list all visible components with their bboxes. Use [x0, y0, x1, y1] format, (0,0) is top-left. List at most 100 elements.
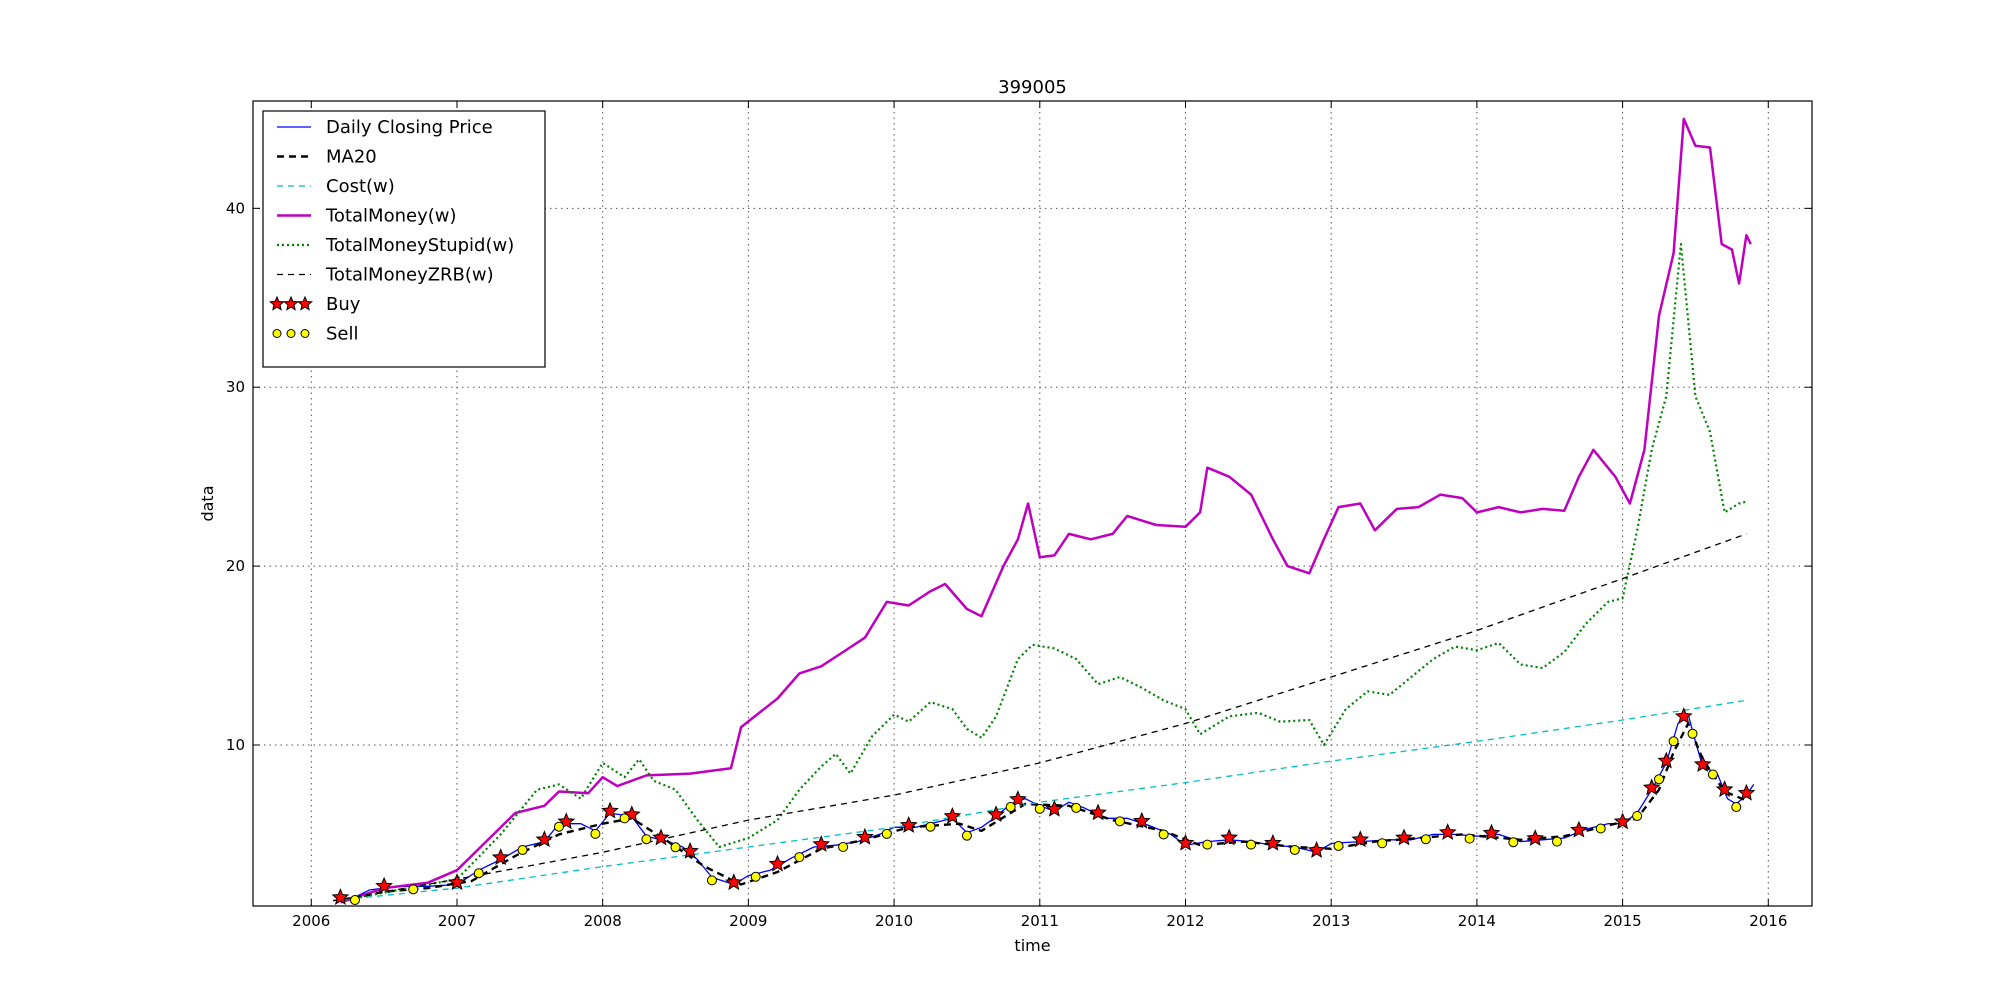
buy-marker [987, 805, 1005, 823]
legend-box [262, 110, 546, 368]
legend-swatch [300, 329, 310, 338]
legend-label: Daily Closing Price [326, 117, 493, 138]
buy-marker [1570, 820, 1588, 838]
sell-marker [1687, 728, 1698, 739]
buy-marker [681, 841, 699, 859]
grid-lines [253, 101, 1812, 906]
sell-marker [1731, 802, 1742, 813]
chart-title: 399005 [998, 77, 1067, 98]
sell-marker [1034, 803, 1045, 814]
buy-marker [1132, 811, 1151, 829]
legend-swatch [272, 329, 282, 338]
legend-swatch [286, 329, 296, 338]
buy-marker [1089, 803, 1107, 821]
sell-marker [838, 841, 849, 852]
sell-marker [517, 844, 528, 855]
x-tick-label: 2010 [875, 912, 913, 930]
series-line-1 [340, 722, 1747, 902]
sell-marker [1654, 774, 1665, 785]
buy-marker [1657, 751, 1676, 769]
sell-marker [1508, 837, 1519, 848]
legend-swatch [283, 295, 299, 311]
sell-marker [553, 821, 564, 832]
x-axis-label: time [1014, 936, 1050, 955]
buy-marker [1264, 833, 1282, 851]
sell-marker [925, 821, 936, 832]
legend: Daily Closing Price MA20 Cost(w) TotalMoney… [262, 110, 546, 368]
buy-marker [856, 827, 874, 845]
legend-label: TotalMoneyStupid(w) [325, 235, 514, 256]
sell-marker [1377, 838, 1388, 849]
sell-marker [794, 852, 805, 863]
sell-marker [881, 828, 892, 839]
plot-frame [252, 100, 1813, 907]
sell-marker [1420, 834, 1431, 845]
legend-label: MA20 [326, 147, 377, 168]
legend-swatch [297, 295, 313, 311]
buy-marker [1045, 799, 1064, 817]
sell-marker [1246, 839, 1257, 850]
sell-marker [1333, 840, 1344, 851]
legend-swatch [269, 295, 285, 311]
buy-marker [448, 873, 466, 891]
legend-label: Sell [326, 324, 359, 345]
y-axis-label: data [198, 485, 217, 521]
axis-ticks: 2006 2007 2008 2009 2010 2011 2012 2013 2014 2015… [226, 101, 1812, 930]
y-tick-label: 10 [226, 736, 245, 754]
sell-marker [750, 871, 761, 882]
series-line-5 [332, 533, 1747, 902]
x-tick-label: 2013 [1312, 912, 1350, 930]
buy-marker [812, 835, 831, 852]
buy-marker [1482, 823, 1501, 841]
x-tick-label: 2006 [292, 912, 330, 930]
buy-marker [724, 873, 743, 891]
sell-marker [1071, 802, 1082, 813]
sell-marker [1202, 839, 1213, 850]
x-tick-label: 2007 [438, 912, 476, 930]
buy-marker [1351, 830, 1370, 848]
sell-marker [590, 828, 601, 839]
buy-marker [601, 801, 619, 819]
x-tick-label: 2012 [1166, 912, 1204, 930]
sell-marker [1005, 802, 1016, 813]
sell-marker [961, 830, 972, 841]
sell-marker [1595, 823, 1606, 834]
buy-marker [1674, 707, 1693, 724]
sell-marker [1707, 769, 1718, 780]
y-tick-label: 30 [226, 378, 245, 396]
sell-marker [408, 884, 419, 895]
buy-marker [652, 828, 670, 846]
buy-marker [1693, 755, 1712, 772]
buy-marker [1737, 783, 1756, 801]
sell-marker [1552, 836, 1563, 847]
buy-marker [535, 830, 554, 848]
buy-marker [768, 854, 787, 872]
x-tick-label: 2014 [1458, 912, 1496, 930]
buy-marker [375, 876, 393, 894]
legend-label: Buy [326, 294, 361, 315]
sell-marker [473, 868, 484, 879]
series-lines [332, 117, 1755, 904]
buy-marker [1526, 829, 1545, 846]
series-line-4 [340, 243, 1747, 902]
x-tick-label: 2015 [1603, 912, 1641, 930]
legend-label: TotalMoneyZRB(w) [325, 265, 494, 286]
buy-marker [899, 816, 918, 833]
buy-marker [491, 848, 510, 866]
sell-marker [670, 842, 681, 853]
x-tick-label: 2009 [729, 912, 767, 930]
buy-marker [1176, 833, 1195, 851]
sell-marker [706, 875, 717, 886]
legend-label: TotalMoney(w) [325, 206, 456, 227]
sell-marker [619, 813, 630, 824]
x-tick-label: 2016 [1749, 912, 1787, 930]
y-tick-label: 40 [226, 199, 245, 217]
sell-marker [349, 895, 360, 906]
x-tick-label: 2008 [584, 912, 622, 930]
sell-marker [1668, 736, 1679, 747]
buy-marker [1307, 840, 1326, 858]
series-line-2 [333, 699, 1747, 902]
buy-marker [1613, 812, 1632, 830]
sell-marker [1158, 829, 1169, 840]
